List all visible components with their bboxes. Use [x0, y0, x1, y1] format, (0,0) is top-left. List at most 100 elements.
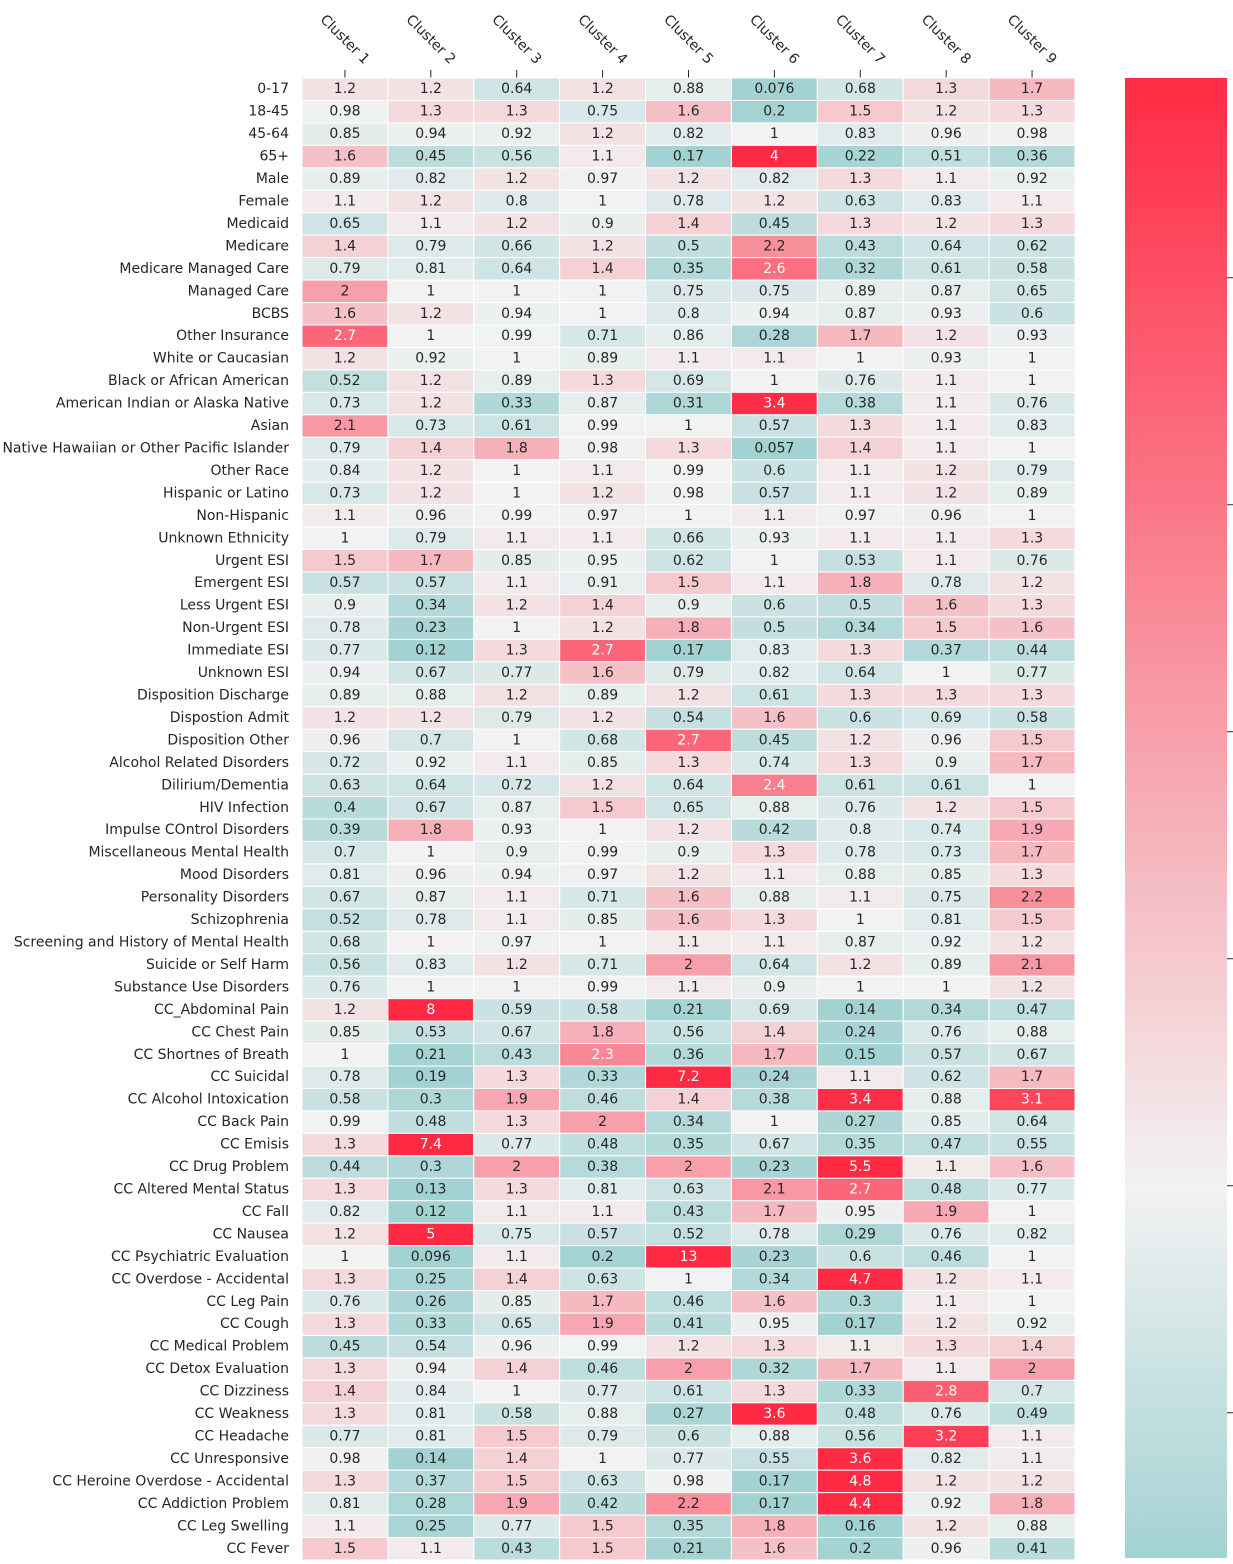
- cell-label: 0.98: [1016, 126, 1047, 142]
- cell-label: 1.3: [1021, 688, 1043, 704]
- cell-label: 1.6: [763, 1541, 785, 1557]
- cell-label: 0.16: [845, 1518, 876, 1534]
- cell-label: 1: [1028, 351, 1037, 367]
- cell-label: 0.76: [1016, 553, 1047, 569]
- row-label: 45-64: [248, 126, 289, 142]
- row-label: CC Detox Evaluation: [145, 1361, 289, 1377]
- cell-label: 0.81: [415, 1406, 446, 1422]
- cell-label: 0.79: [587, 1429, 618, 1445]
- cell-label: 0.85: [501, 1294, 532, 1310]
- cell-label: 0.5: [763, 620, 785, 636]
- cell-label: 0.78: [329, 620, 360, 636]
- row-label: White or Caucasian: [153, 351, 289, 367]
- cell-label: 0.55: [1016, 1137, 1047, 1153]
- cell-label: 0.6: [677, 1429, 699, 1445]
- cell-label: 0.25: [415, 1518, 446, 1534]
- cell-label: 0.34: [759, 1271, 790, 1287]
- cell-label: 0.3: [849, 1294, 871, 1310]
- cell-label: 0.87: [501, 800, 532, 816]
- cell-label: 1.2: [420, 463, 442, 479]
- cell-label: 0.41: [673, 1316, 704, 1332]
- cell-label: 1.7: [763, 1204, 785, 1220]
- column-label: Cluster 3: [488, 12, 544, 68]
- cell-label: 0.78: [931, 575, 962, 591]
- cell-label: 1.6: [334, 149, 356, 165]
- cell-label: 0.47: [931, 1137, 962, 1153]
- cell-label: 0.88: [759, 800, 790, 816]
- cell-label: 0.97: [587, 508, 618, 524]
- cell-label: 1.1: [591, 463, 613, 479]
- cell-label: 3.6: [849, 1451, 871, 1467]
- cell-label: 0.61: [759, 688, 790, 704]
- cell-label: 1: [598, 283, 607, 299]
- cell-label: 0.56: [329, 957, 360, 973]
- cell-label: 0.76: [845, 373, 876, 389]
- cell-label: 0.45: [759, 216, 790, 232]
- cell-label: 0.77: [1016, 665, 1047, 681]
- row-label: BCBS: [252, 306, 289, 322]
- cell-label: 0.83: [759, 643, 790, 659]
- cell-label: 0.93: [931, 351, 962, 367]
- cell-label: 0.35: [673, 261, 704, 277]
- cell-label: 0.81: [329, 1496, 360, 1512]
- cell-label: 1.2: [677, 688, 699, 704]
- cell-label: 1: [426, 328, 435, 344]
- cell-label: 0.81: [415, 261, 446, 277]
- cell-label: 0.47: [1016, 1002, 1047, 1018]
- cell-label: 1.2: [334, 1226, 356, 1242]
- cell-label: 2.7: [849, 1182, 871, 1198]
- cell-label: 1.1: [935, 396, 957, 412]
- cell-label: 1.1: [935, 1159, 957, 1175]
- row-label: Hispanic or Latino: [163, 485, 289, 501]
- cell-label: 1.2: [677, 867, 699, 883]
- cell-label: 1: [512, 620, 521, 636]
- cell-label: 0.75: [587, 104, 618, 120]
- cell-label: 0.8: [677, 306, 699, 322]
- cell-label: 0.62: [673, 553, 704, 569]
- cell-label: 3.4: [849, 1092, 871, 1108]
- cell-label: 0.89: [329, 688, 360, 704]
- cell-label: 0.68: [845, 81, 876, 97]
- cell-label: 0.62: [931, 1069, 962, 1085]
- cell-label: 0.48: [845, 1406, 876, 1422]
- cell-label: 1.1: [334, 508, 356, 524]
- cell-label: 0.75: [759, 283, 790, 299]
- cell-label: 0.56: [845, 1429, 876, 1445]
- cell-label: 0.84: [329, 463, 360, 479]
- cell-label: 1.7: [849, 1361, 871, 1377]
- cell-label: 0.78: [845, 845, 876, 861]
- cell-label: 1.6: [763, 710, 785, 726]
- cell-label: 0.83: [415, 957, 446, 973]
- cell-label: 0.99: [329, 1114, 360, 1130]
- cell-label: 1.3: [334, 1406, 356, 1422]
- cell-label: 1.1: [506, 755, 528, 771]
- cell-label: 0.65: [673, 800, 704, 816]
- cell-label: 1: [598, 1451, 607, 1467]
- cell-label: 1.2: [420, 396, 442, 412]
- cell-label: 0.7: [420, 732, 442, 748]
- cell-label: 1.2: [591, 81, 613, 97]
- row-label: Screening and History of Mental Health: [14, 935, 289, 951]
- cell-label: 1: [770, 126, 779, 142]
- cell-label: 0.98: [329, 1451, 360, 1467]
- cell-label: 1: [770, 553, 779, 569]
- cell-label: 0.67: [759, 1137, 790, 1153]
- row-label: CC Suicidal: [210, 1069, 289, 1085]
- cell-label: 0.21: [415, 1047, 446, 1063]
- cell-label: 1.1: [763, 575, 785, 591]
- cell-label: 1.4: [763, 1024, 785, 1040]
- cell-label: 1.3: [334, 1361, 356, 1377]
- cell-label: 0.64: [1016, 1114, 1047, 1130]
- cell-label: 1.1: [935, 1294, 957, 1310]
- cell-label: 0.95: [587, 553, 618, 569]
- cell-label: 0.35: [673, 1137, 704, 1153]
- cell-label: 1.3: [1021, 216, 1043, 232]
- cell-label: 0.39: [329, 822, 360, 838]
- cell-label: 1: [426, 845, 435, 861]
- cell-label: 0.17: [673, 149, 704, 165]
- cell-label: 1.2: [849, 732, 871, 748]
- row-label: Other Insurance: [176, 328, 289, 344]
- column-label: Cluster 1: [317, 12, 373, 68]
- cell-label: 0.63: [587, 1473, 618, 1489]
- cell-label: 0.17: [673, 643, 704, 659]
